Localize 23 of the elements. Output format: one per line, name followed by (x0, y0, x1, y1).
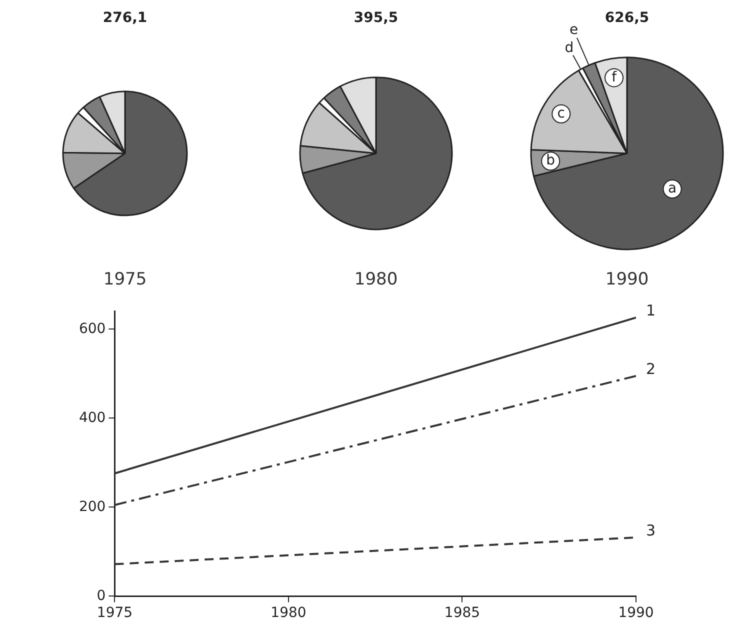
series-label: 3 (646, 521, 656, 540)
y-tick-label: 0 (96, 588, 106, 604)
slice-label: f (612, 69, 618, 86)
y-tick-label: 200 (78, 498, 106, 515)
series-label: 1 (646, 302, 656, 320)
chart-title: 626,5 (604, 10, 650, 26)
slice-label: b (546, 152, 556, 169)
y-tick-label: 600 (78, 320, 106, 337)
slice-label: e (569, 22, 578, 38)
text: 1975 (103, 269, 147, 290)
y-tick-label: 400 (78, 410, 106, 426)
text: 1990 (605, 269, 649, 290)
x-tick-label: 1980 (270, 605, 306, 622)
series-label: 2 (646, 360, 656, 378)
slice-label: d (564, 40, 574, 56)
x-tick-label: 1985 (444, 605, 480, 622)
chart-title: 395,5 (354, 10, 398, 26)
slice-label: a (668, 180, 677, 197)
text: 1980 (354, 269, 398, 290)
slice-label: c (557, 106, 565, 122)
chart-title: 276,1 (102, 10, 148, 26)
x-tick-label: 1990 (618, 605, 654, 622)
x-tick-label: 1975 (96, 605, 133, 622)
